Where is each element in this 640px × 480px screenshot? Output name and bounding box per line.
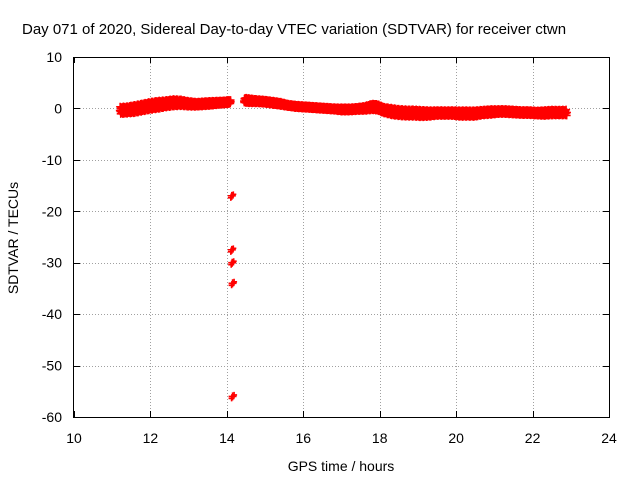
x-tick-label: 12 xyxy=(143,430,159,446)
y-tick-label: -60 xyxy=(42,409,62,425)
x-tick-label: 14 xyxy=(219,430,235,446)
data-point xyxy=(227,248,234,255)
plot-frame xyxy=(73,57,610,418)
data-point xyxy=(228,261,235,268)
data-point xyxy=(230,258,237,265)
y-tick-label: 0 xyxy=(54,100,62,116)
x-tick-label: 20 xyxy=(448,430,464,446)
data-point xyxy=(562,108,571,117)
x-tick-label: 16 xyxy=(295,430,311,446)
y-tick-label: -20 xyxy=(42,203,62,219)
y-tick-label: -50 xyxy=(42,358,62,374)
data-point xyxy=(230,245,237,252)
y-tick-label: -40 xyxy=(42,306,62,322)
y-tick-label: 10 xyxy=(46,49,62,65)
x-tick-label: 22 xyxy=(525,430,541,446)
data-point xyxy=(228,282,235,289)
axis-ticks xyxy=(74,57,610,418)
x-tick-label: 24 xyxy=(601,430,617,446)
y-tick-label: -30 xyxy=(42,255,62,271)
x-axis-label: GPS time / hours xyxy=(288,458,395,474)
data-point xyxy=(227,194,234,201)
data-point xyxy=(231,278,238,285)
data-point xyxy=(226,97,235,106)
data-point xyxy=(230,191,237,198)
y-axis-label: SDTVAR / TECUs xyxy=(5,182,21,294)
chart-title: Day 071 of 2020, Sidereal Day-to-day VTE… xyxy=(22,21,566,38)
data-points xyxy=(115,93,571,402)
y-tick-label: -10 xyxy=(42,152,62,168)
data-point xyxy=(231,391,238,398)
data-point xyxy=(228,395,235,402)
x-tick-label: 10 xyxy=(66,430,82,446)
x-tick-labels: 10 12 14 16 18 20 22 24 xyxy=(66,430,617,446)
y-tick-labels: 10 0 -10 -20 -30 -40 -50 -60 xyxy=(42,49,62,425)
x-tick-label: 18 xyxy=(372,430,388,446)
